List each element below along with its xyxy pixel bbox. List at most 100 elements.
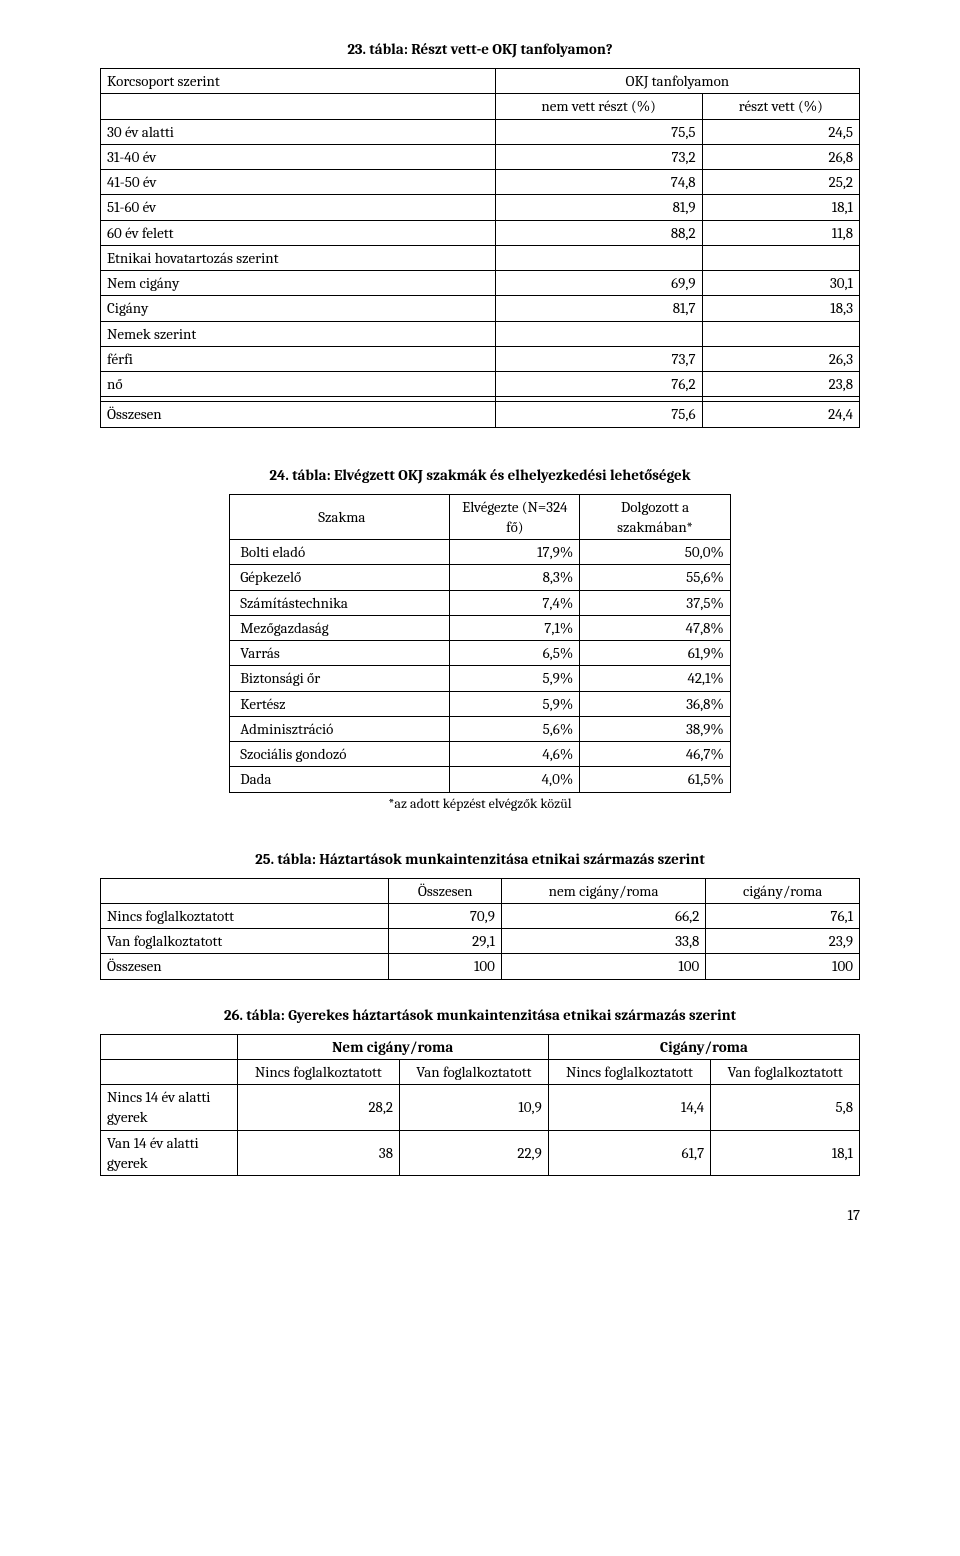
table26-title: 26. tábla: Gyerekes háztartások munkaint…	[100, 1006, 860, 1024]
t23-group-header: Korcsoport szerint	[101, 69, 496, 94]
t25-col-nem: nem cigány/roma	[501, 878, 705, 903]
t24-col-szakma: Szakma	[230, 494, 450, 540]
cell	[101, 94, 496, 119]
table25: Összesen nem cigány/roma cigány/roma Nin…	[100, 878, 860, 980]
t26-col-nincs1: Nincs foglalkoztatott	[237, 1059, 399, 1084]
cell: 37,5%	[580, 590, 731, 615]
cell: Kertész	[230, 691, 450, 716]
cell: 18,1	[702, 195, 859, 220]
cell: 18,3	[702, 296, 859, 321]
cell: 23,8	[702, 372, 859, 397]
cell: férfi	[101, 346, 496, 371]
cell: Van 14 év alatti gyerek	[101, 1130, 238, 1176]
cell: 5,6%	[450, 716, 580, 741]
cell: 33,8	[501, 929, 705, 954]
cell: 69,9	[495, 271, 702, 296]
cell	[702, 245, 859, 270]
cell: 76,2	[495, 372, 702, 397]
cell: 100	[706, 954, 860, 979]
cell: 55,6%	[580, 565, 731, 590]
cell: 7,4%	[450, 590, 580, 615]
cell: 14,4	[548, 1085, 710, 1131]
cell: Számítástechnika	[230, 590, 450, 615]
t23-etnikai-header: Etnikai hovatartozás szerint	[101, 245, 496, 270]
cell: 36,8%	[580, 691, 731, 716]
cell: Nincs 14 év alatti gyerek	[101, 1085, 238, 1131]
cell: 31-40 év	[101, 144, 496, 169]
cell: 76,1	[706, 903, 860, 928]
cell: Varrás	[230, 641, 450, 666]
t24-col-dolg: Dolgozott a szakmában*	[580, 494, 731, 540]
cell: Van foglalkoztatott	[101, 929, 389, 954]
cell: nő	[101, 372, 496, 397]
cell: Mezőgazdaság	[230, 615, 450, 640]
cell: 24,4	[702, 402, 859, 427]
cell	[101, 878, 389, 903]
page-number: 17	[100, 1206, 860, 1224]
cell: 30,1	[702, 271, 859, 296]
t25-col-cig: cigány/roma	[706, 878, 860, 903]
cell: 60 év felett	[101, 220, 496, 245]
cell: 22,9	[399, 1130, 548, 1176]
cell	[101, 1034, 238, 1059]
cell	[495, 321, 702, 346]
cell: 38,9%	[580, 716, 731, 741]
cell: 26,3	[702, 346, 859, 371]
cell: Biztonsági őr	[230, 666, 450, 691]
cell: 74,8	[495, 170, 702, 195]
t25-col-ossz: Összesen	[389, 878, 502, 903]
cell: Gépkezelő	[230, 565, 450, 590]
cell: 6,5%	[450, 641, 580, 666]
cell: Cigány	[101, 296, 496, 321]
cell: 75,6	[495, 402, 702, 427]
cell: 46,7%	[580, 742, 731, 767]
cell: 50,0%	[580, 540, 731, 565]
cell: 61,7	[548, 1130, 710, 1176]
cell: Bolti eladó	[230, 540, 450, 565]
t23-col-nem: nem vett részt (%)	[495, 94, 702, 119]
cell: 18,1	[711, 1130, 860, 1176]
cell	[495, 245, 702, 270]
cell	[702, 321, 859, 346]
t24-col-elv: Elvégezte (N=324 fő)	[450, 494, 580, 540]
cell: 25,2	[702, 170, 859, 195]
table24: Szakma Elvégezte (N=324 fő) Dolgozott a …	[229, 494, 731, 793]
t26-group-nemcig: Nem cigány/roma	[237, 1034, 548, 1059]
table25-title: 25. tábla: Háztartások munkaintenzitása …	[100, 850, 860, 868]
cell: 4,6%	[450, 742, 580, 767]
cell: 51-60 év	[101, 195, 496, 220]
cell: Nincs foglalkoztatott	[101, 903, 389, 928]
cell: 38	[237, 1130, 399, 1176]
cell: 5,9%	[450, 691, 580, 716]
table26: Nem cigány/roma Cigány/roma Nincs foglal…	[100, 1034, 860, 1177]
table23: Korcsoport szerint OKJ tanfolyamon nem v…	[100, 68, 860, 428]
cell: 100	[389, 954, 502, 979]
cell: Összesen	[101, 954, 389, 979]
cell: 10,9	[399, 1085, 548, 1131]
table23-title: 23. tábla: Részt vett-e OKJ tanfolyamon?	[100, 40, 860, 58]
cell: 61,5%	[580, 767, 731, 792]
cell	[101, 1059, 238, 1084]
cell: 11,8	[702, 220, 859, 245]
cell: 17,9%	[450, 540, 580, 565]
cell: 5,8	[711, 1085, 860, 1131]
cell: 28,2	[237, 1085, 399, 1131]
cell: 75,5	[495, 119, 702, 144]
cell: Nem cigány	[101, 271, 496, 296]
cell: 42,1%	[580, 666, 731, 691]
t23-okj-header: OKJ tanfolyamon	[495, 69, 859, 94]
cell: 66,2	[501, 903, 705, 928]
t23-nemek-header: Nemek szerint	[101, 321, 496, 346]
cell: Szociális gondozó	[230, 742, 450, 767]
t26-col-van1: Van foglalkoztatott	[399, 1059, 548, 1084]
cell: 4,0%	[450, 767, 580, 792]
cell: 26,8	[702, 144, 859, 169]
t23-total-label: Összesen	[101, 402, 496, 427]
cell: 5,9%	[450, 666, 580, 691]
cell: 73,7	[495, 346, 702, 371]
cell: 24,5	[702, 119, 859, 144]
cell: 81,7	[495, 296, 702, 321]
cell: Adminisztráció	[230, 716, 450, 741]
cell: 29,1	[389, 929, 502, 954]
cell: 8,3%	[450, 565, 580, 590]
